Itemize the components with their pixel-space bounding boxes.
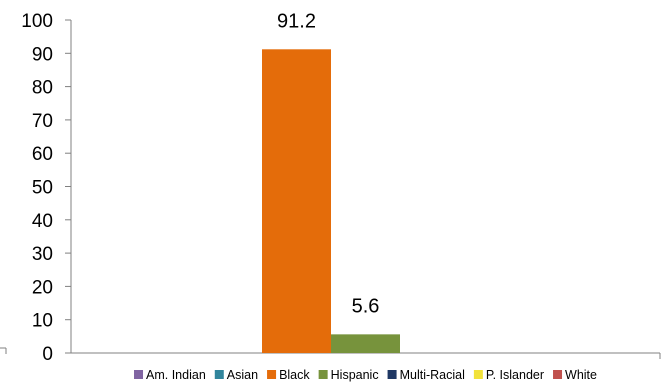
legend-label-am-indian: Am. Indian [146, 368, 206, 382]
y-tick-label: 30 [32, 244, 53, 265]
y-tick-label: 10 [32, 311, 53, 332]
legend: Am. Indian Asian Black Hispanic Multi-Racial… [134, 368, 597, 382]
legend-label-p-islander: P. Islander [486, 368, 544, 382]
y-tick-label: 90 [32, 44, 53, 65]
y-tick-label: 40 [32, 211, 53, 232]
legend-label-white: White [565, 368, 597, 382]
legend-swatch-black [267, 370, 277, 379]
legend-swatch-asian [214, 370, 224, 379]
y-tick-label: 80 [32, 78, 53, 99]
legend-swatch-white [553, 370, 563, 379]
data-label: 91.2 [277, 10, 316, 32]
y-axis: 0 10 20 30 40 50 60 70 80 90 100 [21, 11, 72, 365]
x-axis [71, 352, 661, 359]
bar-hispanic [331, 334, 400, 353]
legend-swatch-am-indian [134, 370, 144, 379]
bars [262, 49, 400, 353]
legend-label-black: Black [279, 368, 310, 382]
legend-label-asian: Asian [227, 368, 258, 382]
legend-label-hispanic: Hispanic [331, 368, 379, 382]
bar-black [262, 49, 331, 353]
y-tick-label: 60 [32, 144, 53, 165]
legend-swatch-p-islander [473, 370, 483, 379]
y-tick-label: 50 [32, 178, 53, 199]
data-labels: 91.2 5.6 [277, 10, 379, 317]
data-label: 5.6 [352, 295, 380, 317]
legend-swatch-hispanic [318, 370, 328, 379]
y-tick-label: 20 [32, 277, 53, 298]
legend-swatch-multi-racial [387, 370, 397, 379]
y-tick-label: 100 [21, 11, 53, 32]
y-tick-label: 0 [42, 344, 53, 365]
legend-label-multi-racial: Multi-Racial [400, 368, 465, 382]
y-tick-label: 70 [32, 111, 53, 132]
